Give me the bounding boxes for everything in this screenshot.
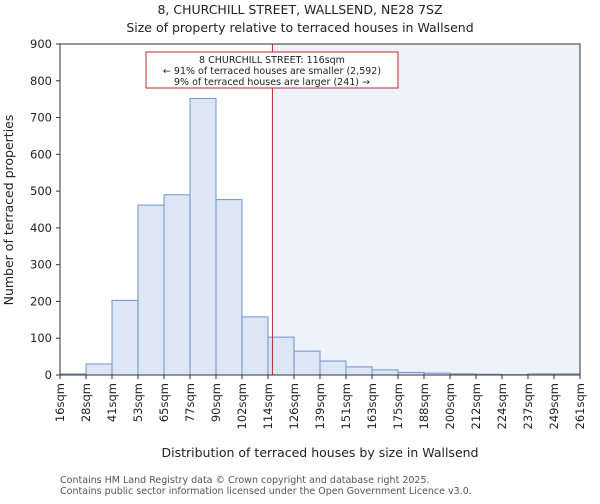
annotation-line3: 9% of terraced houses are larger (241) → <box>174 77 370 88</box>
bar <box>268 337 294 375</box>
bar <box>242 317 268 375</box>
y-tick-label: 300 <box>30 258 52 272</box>
bar <box>346 367 372 375</box>
x-tick-label: 41sqm <box>105 383 119 422</box>
bar <box>294 351 320 375</box>
x-tick-label: 139sqm <box>313 383 327 429</box>
x-tick-label: 224sqm <box>495 383 509 429</box>
x-tick-label: 151sqm <box>339 383 353 429</box>
x-tick-label: 126sqm <box>287 383 301 429</box>
highlight-region <box>272 44 580 375</box>
footer-line1: Contains HM Land Registry data © Crown c… <box>60 475 430 486</box>
bar <box>320 361 346 375</box>
x-tick-label: 163sqm <box>365 383 379 429</box>
x-tick-label: 175sqm <box>391 383 405 429</box>
bar <box>112 300 138 375</box>
x-tick-label: 249sqm <box>547 383 561 429</box>
x-tick-label: 200sqm <box>443 383 457 429</box>
bar <box>164 195 190 375</box>
x-tick-label: 16sqm <box>53 383 67 422</box>
y-tick-label: 0 <box>45 368 52 382</box>
x-axis-label: Distribution of terraced houses by size … <box>162 445 479 460</box>
y-tick-label: 200 <box>30 294 52 308</box>
x-tick-label: 65sqm <box>157 383 171 422</box>
y-tick-label: 500 <box>30 184 52 198</box>
annotation-line2: ← 91% of terraced houses are smaller (2,… <box>163 66 381 77</box>
footer-line2: Contains public sector information licen… <box>60 486 472 497</box>
annotation-line1: 8 CHURCHILL STREET: 116sqm <box>199 55 345 66</box>
x-tick-label: 188sqm <box>417 383 431 429</box>
bar <box>138 205 164 375</box>
chart-title-line1: 8, CHURCHILL STREET, WALLSEND, NE28 7SZ <box>157 2 442 17</box>
x-tick-label: 114sqm <box>261 383 275 429</box>
x-tick-label: 237sqm <box>521 383 535 429</box>
bar <box>372 370 398 375</box>
x-tick-label: 212sqm <box>469 383 483 429</box>
y-axis-ticks: 0 100 200 300 400 500 600 700 800 900 <box>30 37 60 382</box>
chart-title-line2: Size of property relative to terraced ho… <box>126 20 473 35</box>
x-tick-label: 102sqm <box>235 383 249 429</box>
bar <box>86 364 112 375</box>
y-tick-label: 100 <box>30 331 52 345</box>
y-tick-label: 700 <box>30 111 52 125</box>
x-tick-label: 77sqm <box>183 383 197 422</box>
y-tick-label: 400 <box>30 221 52 235</box>
bar <box>216 200 242 375</box>
y-tick-label: 600 <box>30 147 52 161</box>
x-axis-ticks: 16sqm 28sqm 41sqm 53sqm 65sqm 77sqm 90sqm 102sq… <box>53 375 587 429</box>
x-tick-label: 28sqm <box>79 383 93 422</box>
y-tick-label: 900 <box>30 37 52 51</box>
x-tick-label: 53sqm <box>131 383 145 422</box>
y-tick-label: 800 <box>30 74 52 88</box>
x-tick-label: 90sqm <box>209 383 223 422</box>
bar <box>190 98 216 375</box>
y-axis-label: Number of terraced properties <box>1 115 16 306</box>
x-tick-label: 261sqm <box>573 383 587 429</box>
